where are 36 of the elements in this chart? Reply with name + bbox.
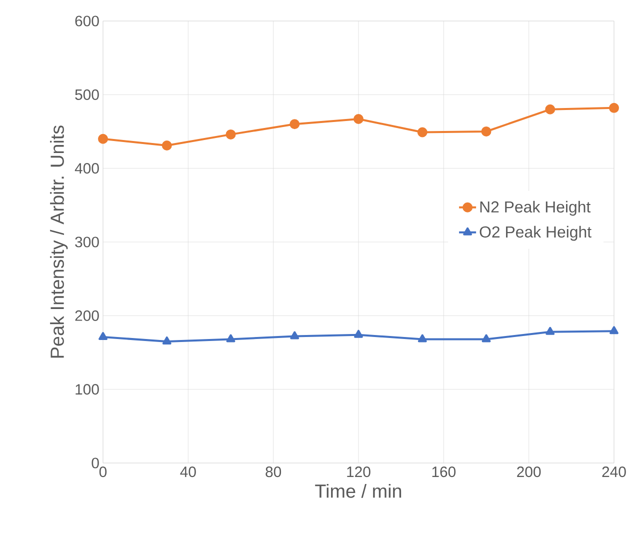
point bbox=[609, 102, 620, 113]
legend-label: O2 Peak Height bbox=[480, 226, 592, 241]
x-tick-label: 200 bbox=[517, 466, 541, 478]
y-tick-label: 200 bbox=[75, 310, 99, 321]
x-tick-label: 40 bbox=[180, 466, 196, 478]
point bbox=[482, 334, 491, 342]
legend-label: N2 Peak Height bbox=[480, 200, 591, 216]
x-tick-label: 160 bbox=[432, 466, 456, 478]
point bbox=[162, 140, 172, 150]
x-tick-label: 80 bbox=[266, 466, 282, 478]
point bbox=[418, 334, 427, 342]
y-tick-label: 600 bbox=[75, 16, 99, 26]
y-tick-label: 0 bbox=[92, 458, 99, 468]
y-tick-label: 500 bbox=[75, 89, 99, 100]
point bbox=[290, 119, 300, 130]
point bbox=[162, 336, 172, 344]
point bbox=[610, 326, 618, 334]
point bbox=[481, 126, 492, 136]
x-tick-label: 0 bbox=[99, 466, 107, 478]
point bbox=[98, 332, 108, 340]
point bbox=[545, 104, 556, 114]
point bbox=[290, 331, 300, 340]
y-tick-label: 300 bbox=[75, 236, 99, 248]
point bbox=[354, 330, 363, 338]
y-tick-label: 400 bbox=[74, 163, 99, 174]
point bbox=[354, 114, 364, 124]
point bbox=[417, 127, 428, 138]
x-tick-label: 240 bbox=[602, 466, 626, 478]
y-tick-label: 100 bbox=[76, 384, 99, 395]
point bbox=[226, 129, 236, 140]
point bbox=[226, 334, 236, 342]
point bbox=[98, 134, 108, 144]
x-tick-label: 120 bbox=[347, 466, 370, 478]
x-axis-title: Time / min bbox=[315, 484, 402, 498]
point bbox=[546, 326, 555, 335]
y-axis-title: Peak Intensity / Arbitr. Units bbox=[50, 126, 68, 358]
